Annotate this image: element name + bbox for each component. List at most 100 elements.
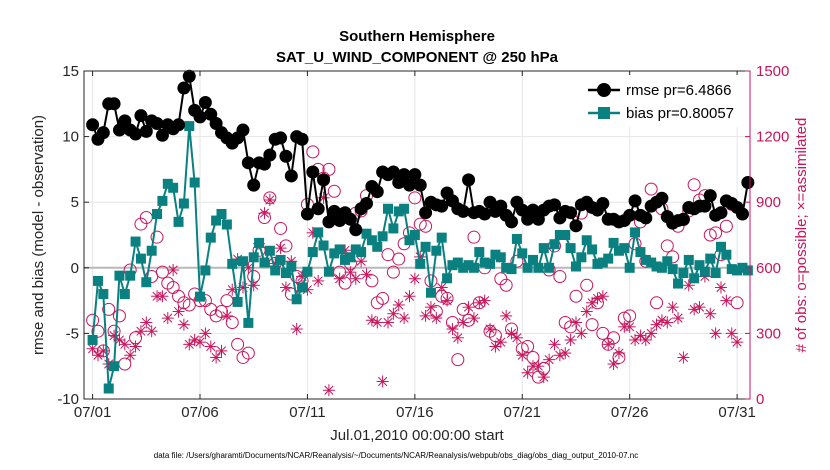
bias-point <box>608 237 619 248</box>
possible-obs-point <box>510 254 524 268</box>
x-tick-label: 07/21 <box>503 404 541 421</box>
bias-point <box>173 216 184 227</box>
bias-point <box>334 244 345 255</box>
bias-point <box>533 262 544 273</box>
assimilated-obs-point <box>704 307 717 320</box>
bias-point <box>737 262 748 273</box>
rmse-point <box>107 97 121 111</box>
assimilated-obs-point <box>612 347 625 360</box>
bias-point <box>624 262 635 273</box>
possible-obs-point <box>172 289 186 303</box>
rmse-point <box>279 149 293 163</box>
rmse-point <box>564 206 578 220</box>
bias-point <box>114 270 125 281</box>
assimilated-obs-point <box>553 349 566 362</box>
assimilated-obs-point <box>580 305 593 318</box>
axis-ticks: 07/01 07/06 07/11 07/16 07/21 07/26 07/31 -10 -5… <box>57 63 789 421</box>
assimilated-obs-point <box>167 263 180 276</box>
assimilated-obs-point <box>183 338 196 351</box>
possible-obs-point <box>644 182 658 196</box>
possible-obs-point <box>91 324 105 338</box>
y-right-tick-label: 900 <box>756 194 781 211</box>
possible-obs-point <box>467 230 481 244</box>
assimilated-obs-point <box>156 290 169 303</box>
bias-point <box>656 262 667 273</box>
assimilated-obs-point <box>194 336 207 349</box>
bias-point <box>581 235 592 246</box>
bias-point <box>98 289 109 300</box>
bias-point <box>356 247 367 258</box>
bias-point <box>152 209 163 220</box>
assimilated-obs-point <box>387 307 400 320</box>
bias-point <box>119 289 130 300</box>
assimilated-obs-point <box>177 318 190 331</box>
assimilated-obs-point <box>467 312 480 325</box>
assimilated-obs-point <box>634 329 647 342</box>
bias-point <box>221 219 232 230</box>
assimilated-obs-point <box>435 281 448 294</box>
assimilated-obs-point <box>134 325 147 338</box>
bias-point <box>726 264 737 275</box>
assimilated-obs-point <box>419 309 432 322</box>
rmse-point <box>360 197 374 211</box>
assimilated-obs-point <box>451 331 464 344</box>
possible-obs-point <box>204 302 218 316</box>
possible-obs-point <box>241 346 255 360</box>
possible-obs-point <box>719 219 733 233</box>
bias-point <box>254 237 265 248</box>
bias-point <box>565 243 576 254</box>
assimilated-obs-point <box>682 279 695 292</box>
possible-obs-point <box>585 318 599 332</box>
bias-point <box>592 258 603 269</box>
y-tick-label: 0 <box>71 260 79 277</box>
assimilated-obs-point <box>376 375 389 388</box>
rmse-point <box>714 206 728 220</box>
x-axis-label: Jul.01,2010 00:00:00 start <box>330 427 504 444</box>
assimilated-obs-point <box>564 333 577 346</box>
assimilated-obs-point <box>258 207 271 220</box>
possible-obs-point <box>214 305 228 319</box>
bias-point <box>721 249 732 260</box>
possible-obs-point <box>284 287 298 301</box>
possible-obs-point <box>564 320 578 334</box>
rmse-point <box>402 178 416 192</box>
assimilated-obs-point <box>398 312 411 325</box>
assimilated-obs-point <box>639 333 652 346</box>
assimilated-obs-point <box>247 279 260 292</box>
assimilated-obs-point <box>672 312 685 325</box>
bias-point <box>103 383 114 394</box>
bias-point <box>323 266 334 277</box>
assimilated-obs-point <box>494 336 507 349</box>
possible-obs-point <box>660 239 674 253</box>
rmse-point <box>386 165 400 179</box>
bias-point <box>544 262 555 273</box>
rmse-point <box>462 173 476 187</box>
possible-obs-point <box>580 278 594 292</box>
possible-obs-point <box>327 184 341 198</box>
assimilated-obs-point <box>731 336 744 349</box>
assimilated-obs-point <box>172 305 185 318</box>
bias-point <box>404 235 415 246</box>
rmse-point <box>703 189 717 203</box>
assimilated-obs-point <box>446 323 459 336</box>
assimilated-obs-point <box>333 272 346 285</box>
bias-point <box>635 247 646 258</box>
rmse-point <box>182 69 196 83</box>
possible-obs-point <box>462 313 476 327</box>
bias-point <box>710 268 721 279</box>
bias-point <box>576 252 587 263</box>
rmse-point <box>150 116 164 130</box>
rmse-point <box>139 124 153 138</box>
legend-marker-rmse <box>597 83 611 97</box>
assimilated-obs-point <box>344 266 357 279</box>
rmse-point <box>134 109 148 123</box>
y-tick-label: 10 <box>62 129 79 146</box>
bias-point <box>377 231 388 242</box>
rmse-point <box>628 194 642 208</box>
possible-obs-point <box>306 145 320 159</box>
possible-obs-point <box>338 276 352 290</box>
rmse-point <box>172 118 186 132</box>
assimilated-obs-point <box>129 340 142 353</box>
bias-point <box>452 257 463 268</box>
bias-point <box>458 262 469 273</box>
